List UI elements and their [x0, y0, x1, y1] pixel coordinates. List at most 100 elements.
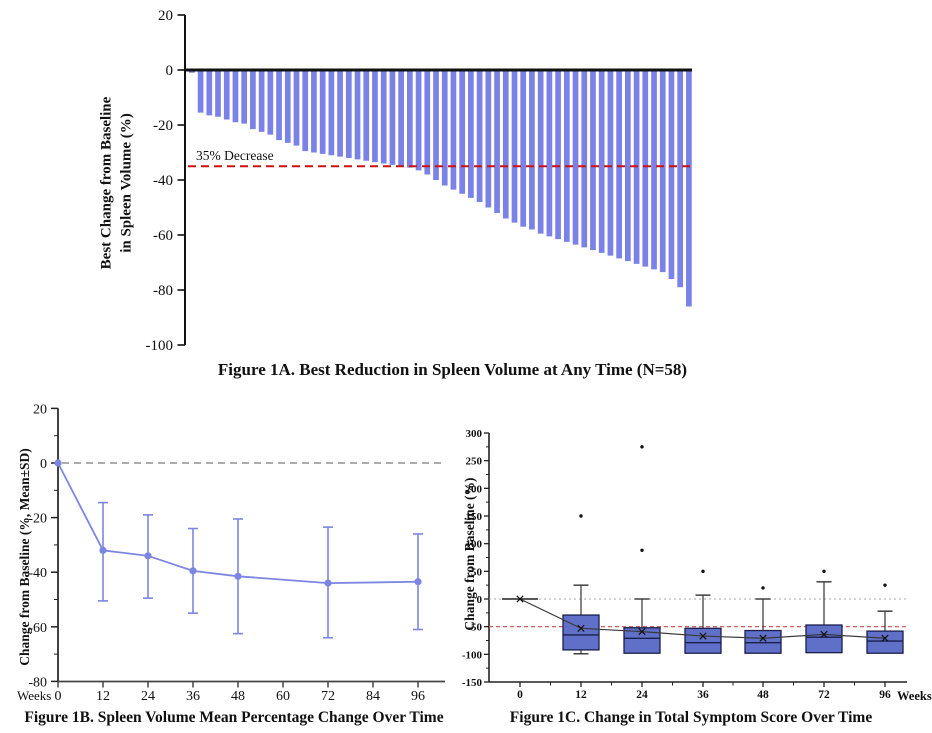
bar [241, 70, 248, 124]
y-tick-label-1c: 50 [471, 566, 483, 578]
waterfall-chart-figure-1a: 20 0 -20 -40 -60 -80 -100 [146, 8, 692, 354]
y-axis-label-1c: Change from Baseline (%) [462, 477, 477, 631]
x-tick-label-1c: 0 [517, 689, 523, 701]
box [805, 624, 843, 654]
bar [537, 70, 544, 234]
bar [380, 70, 387, 164]
mean-marker-1c [516, 595, 524, 603]
bar [450, 70, 457, 190]
bar [459, 70, 466, 194]
bar [258, 70, 265, 132]
bar [590, 70, 596, 251]
x-tick-label-1c: 24 [636, 689, 648, 701]
error-bars-1b [98, 501, 423, 639]
y-tick-label-1a: -80 [153, 283, 173, 299]
caption-figure-1b: Figure 1B. Spleen Volume Mean Percentage… [24, 709, 444, 726]
bar [276, 70, 282, 141]
mean-point-1b [189, 567, 197, 575]
bar [686, 70, 692, 307]
bar [197, 70, 204, 113]
y-tick-label-1b: -20 [28, 512, 47, 527]
outlier-point [822, 569, 826, 574]
bar [677, 70, 684, 288]
bar [616, 70, 622, 259]
bar [502, 70, 509, 219]
bar [555, 70, 561, 240]
box [744, 629, 782, 654]
bar [468, 70, 474, 198]
box [562, 614, 600, 651]
bar [398, 70, 404, 167]
bar [302, 70, 309, 152]
bar [415, 70, 422, 171]
x-tick-label-1b: 72 [321, 689, 335, 704]
caption-figure-1c: Figure 1C. Change in Total Symptom Score… [509, 709, 873, 726]
mean-marker-1c [699, 632, 707, 640]
x-tick-label-1b: 60 [276, 689, 290, 704]
bar [433, 70, 439, 180]
bar [215, 70, 221, 117]
bar [267, 70, 274, 135]
bar [607, 70, 614, 256]
x-tick-label-1b: 96 [411, 689, 425, 704]
box-plot-figure-1c: 300 250 200 150 100 50 0 -50 -100 -150 0 12 24 36 48 72… [462, 428, 907, 701]
x-tick-label-1c: 48 [757, 689, 769, 701]
bars-1a [189, 70, 692, 307]
x-tick-label-1c: 72 [818, 689, 830, 701]
y-tick-label-1c: -100 [462, 649, 483, 661]
mean-point-1b [54, 459, 62, 467]
mean-marker-1c [577, 624, 585, 632]
bar [598, 70, 605, 253]
mean-marker-1c [759, 634, 767, 642]
x-tick-label-1b: 48 [231, 689, 245, 704]
threshold-label-35-percent: 35% Decrease [196, 148, 274, 163]
bar [389, 70, 396, 165]
y-axis-label-1a: Best Change from Baseline in Spleen Volu… [98, 97, 137, 270]
outlier-point [579, 514, 583, 518]
y-tick-label-1c: 0 [477, 594, 483, 606]
bar [424, 70, 431, 175]
bar [223, 70, 230, 120]
outlier-point [640, 548, 644, 553]
bar [337, 70, 343, 157]
bar [232, 70, 239, 123]
bar [668, 70, 675, 279]
caption-figure-1a: Figure 1A. Best Reduction in Spleen Volu… [217, 360, 688, 379]
bar [572, 70, 579, 245]
bar [581, 70, 588, 248]
mean-marker-1c [638, 628, 646, 636]
bar [494, 70, 500, 213]
bar [293, 70, 300, 146]
bar [511, 70, 518, 223]
bar [625, 70, 631, 262]
outlier-point [761, 586, 765, 590]
mean-point-1b [234, 572, 242, 580]
x-tick-label-1b: 36 [186, 689, 200, 704]
mean-point-1b [144, 552, 152, 560]
bar [529, 70, 535, 230]
outlier-point [701, 569, 705, 574]
bar [284, 70, 291, 143]
boxes-1c [502, 445, 904, 655]
y-tick-label-1c: -150 [462, 677, 483, 689]
outlier-point [640, 445, 644, 449]
y-tick-label-1b: 20 [33, 402, 47, 417]
bar [563, 70, 570, 242]
y-axis-label-1b: Change from Baseline (%, Mean±SD) [17, 448, 32, 666]
bar [476, 70, 483, 202]
y-tick-label-1a: 0 [166, 63, 174, 79]
bar [345, 70, 352, 158]
y-tick-label-1b: -80 [28, 675, 47, 690]
x-tick-label-1c: 12 [575, 689, 587, 701]
y-tick-label-1c: 250 [466, 456, 483, 468]
y-tick-label-1a: -60 [153, 228, 173, 244]
y-tick-label-1c: 300 [466, 428, 483, 440]
bar [659, 70, 666, 273]
bar [328, 70, 335, 156]
outlier-point [883, 583, 887, 587]
y-tick-label-1a: 20 [158, 8, 173, 24]
box [684, 627, 722, 654]
bar [363, 70, 370, 161]
x-tick-label-1b: 24 [141, 689, 155, 704]
